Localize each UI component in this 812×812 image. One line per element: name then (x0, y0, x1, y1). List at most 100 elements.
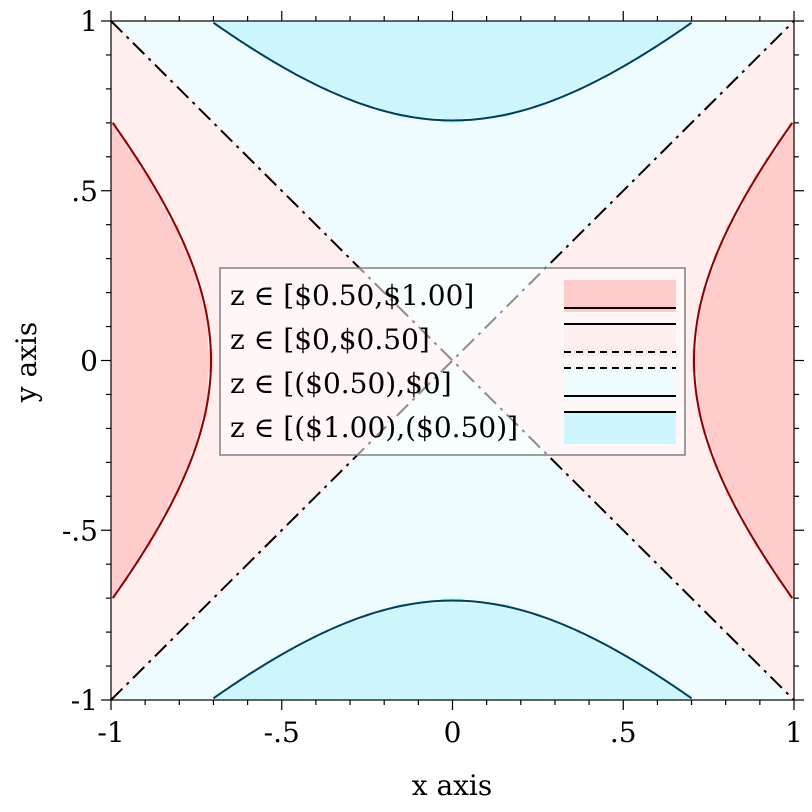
band-cell (111, 77, 175, 84)
band-cell (111, 83, 180, 90)
band-cell (714, 620, 795, 628)
band-cell (720, 88, 795, 96)
band-cell (549, 456, 715, 463)
band-cell (230, 32, 676, 39)
band-cell (111, 128, 118, 135)
band-cell (111, 315, 209, 322)
band-cell (184, 473, 340, 480)
band-cell (128, 139, 237, 147)
band-cell (298, 643, 607, 650)
band-cell (111, 383, 209, 390)
band-cell (577, 484, 727, 492)
band-cell (577, 230, 727, 237)
band-cell (241, 145, 664, 152)
band-cell (321, 490, 585, 497)
band-cell (258, 162, 647, 169)
band-cell (219, 122, 687, 130)
band-cell (720, 241, 795, 248)
band-cell (708, 275, 795, 282)
band-cell (150, 535, 277, 543)
y-tick-label: -1 (71, 684, 98, 717)
band-cell (111, 581, 123, 588)
band-cell (332, 88, 573, 96)
band-cell (258, 666, 647, 673)
band-cell (646, 162, 767, 169)
band-cell (583, 490, 727, 497)
band-cell (111, 547, 146, 554)
band-cell (304, 507, 602, 514)
band-cell (640, 660, 755, 667)
band-cell (276, 60, 630, 67)
band-cell (680, 586, 789, 594)
band-cell (156, 524, 289, 531)
band-cell (526, 105, 704, 113)
band-cell (111, 564, 135, 571)
band-cell (788, 694, 795, 701)
band-cell (298, 513, 607, 520)
band-cell (236, 575, 670, 582)
band-cell (668, 575, 778, 582)
band-cell (111, 26, 123, 33)
band-cell (111, 213, 169, 220)
band-cell (611, 518, 744, 526)
band-cell (276, 179, 636, 186)
band-cell (111, 258, 192, 265)
band-cell (708, 100, 795, 107)
band-cell (111, 252, 192, 260)
band-cell (111, 688, 118, 695)
band-cell (606, 643, 738, 650)
band-cell (111, 626, 180, 633)
band-cell (111, 666, 141, 673)
band-cell (111, 609, 203, 616)
band-cell (708, 269, 795, 277)
band-cell (116, 592, 220, 599)
band-cell (754, 173, 795, 181)
band-cell (111, 100, 197, 107)
band-cell (697, 303, 795, 311)
band-cell (691, 21, 789, 28)
band-cell (111, 139, 129, 147)
band-cell (628, 535, 755, 543)
band-cell (720, 247, 795, 254)
band-cell (714, 451, 795, 458)
band-cell (241, 677, 664, 684)
band-cell (111, 541, 152, 548)
band-cell (748, 185, 795, 192)
band-cell (111, 190, 158, 198)
band-cell (697, 332, 795, 339)
band-cell (111, 575, 129, 582)
band-cell (572, 236, 727, 243)
band-cell (111, 394, 209, 401)
band-cell (554, 462, 715, 469)
legend-entry-label: z ∈ [$0.50,$1.00] (230, 279, 474, 312)
band-cell (361, 615, 545, 622)
band-cell (776, 139, 795, 147)
band-cell (111, 37, 135, 45)
band-cell (111, 117, 215, 124)
band-cell (759, 666, 795, 673)
band-cell (589, 224, 727, 231)
band-cell (702, 417, 795, 424)
band-cell (765, 156, 795, 164)
band-cell (776, 683, 795, 690)
band-cell (241, 37, 664, 45)
band-cell (572, 88, 721, 96)
band-cell (241, 569, 664, 577)
contour-line-right (692, 122, 794, 599)
band-cell (139, 671, 249, 678)
band-cell (111, 377, 209, 384)
band-cell (247, 43, 658, 50)
band-cell (509, 603, 698, 611)
band-cell (167, 71, 300, 79)
band-cell (702, 428, 795, 435)
band-cell (315, 219, 590, 226)
band-cell (145, 49, 260, 56)
band-cell (179, 236, 334, 243)
band-cell (589, 219, 732, 226)
band-cell (737, 507, 795, 514)
band-cell (697, 309, 795, 316)
band-cell (350, 456, 550, 463)
band-cell (697, 343, 795, 350)
band-cell (145, 168, 266, 175)
band-cell (702, 609, 795, 616)
